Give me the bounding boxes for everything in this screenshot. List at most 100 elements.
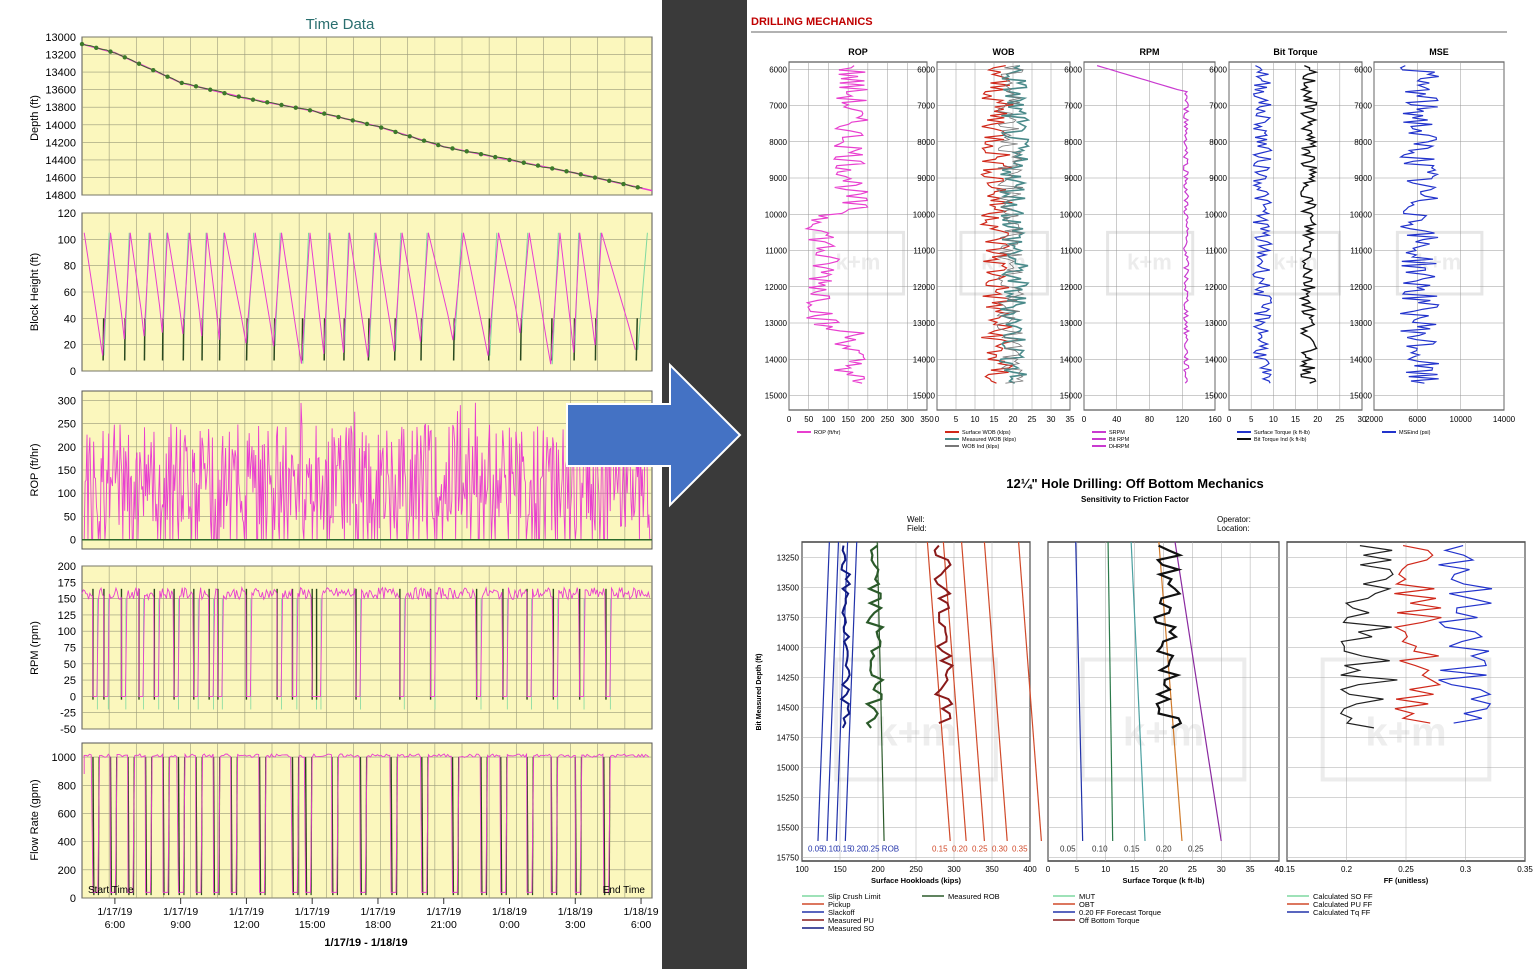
rpm-time-chart: RPM (rpm) -50 -25 0 25 50 75 100 125 150 175 200 [29, 561, 653, 736]
x-tick-label: 150 [833, 865, 847, 874]
flow-rate-chart: Flow Rate (gpm) 0 200 400 600 800 1000 Start … [29, 742, 653, 905]
drilling-mechanics-panel: DRILLING MECHANICS ROPk+m600070008000900… [747, 5, 1527, 465]
legend-label: Calculated PU FF [1313, 900, 1373, 909]
flow-dip-line [162, 757, 165, 896]
dm-series-line [1251, 65, 1274, 384]
depth-tick-label: 9000 [1064, 174, 1082, 183]
depth-marker [265, 100, 270, 105]
x-tick-date: 1/17/19 [360, 906, 395, 918]
legend-label: Bit Torque Ind (k ft-lb) [1254, 437, 1307, 443]
x-tick-label: 0 [1227, 415, 1232, 424]
ob-ff-annotation: 0.05 [1060, 844, 1076, 853]
ob-measured-line [1153, 544, 1184, 729]
x-tick-date: 1/17/19 [97, 906, 132, 918]
legend-label: Measured SO [828, 924, 874, 933]
depth-marker [236, 94, 241, 99]
flow-time-line [83, 752, 650, 893]
x-tick-label: 30 [1358, 415, 1367, 424]
legend-label: Surface Torque (k ft-lb) [1254, 430, 1310, 436]
depth-marker [535, 163, 541, 168]
x-tick-label: 5 [1075, 865, 1080, 874]
dm-series-line [1096, 65, 1191, 384]
x-tick-time: 21:00 [431, 919, 457, 931]
watermark-box [1251, 230, 1341, 296]
x-tick-label: 250 [881, 415, 895, 424]
flow-dip-line [144, 757, 148, 896]
y-tick-label: -25 [60, 708, 76, 720]
depth-marker [450, 146, 455, 151]
ob-ff-annotation: 0.15 [932, 844, 948, 853]
y-tick-label: 100 [58, 626, 76, 638]
x-tick-label: 350 [985, 865, 999, 874]
dm-series-line [804, 65, 869, 384]
flow-y-label: Flow Rate (gpm) [29, 779, 41, 860]
depth-tick-label: 9000 [917, 174, 935, 183]
x-tick-label: 120 [1176, 415, 1190, 424]
x-tick-time: 0:00 [499, 919, 520, 931]
depth-tick-label: 15000 [777, 763, 800, 772]
depth-marker [635, 185, 640, 190]
y-tick-label: 100 [58, 488, 76, 500]
dm-track-title: Bit Torque [1273, 47, 1317, 57]
depth-tick-label: 6000 [1354, 65, 1372, 74]
flow-dip-line [127, 757, 130, 896]
y-tick-label: 50 [64, 511, 76, 523]
x-tick-label: 0.35 [1517, 865, 1533, 874]
depth-tick-label: 9000 [1354, 174, 1372, 183]
depth-marker [208, 87, 213, 92]
y-tick-label: 0 [70, 691, 76, 703]
legend-label: Measured WOB (klps) [962, 437, 1016, 443]
ob-ff-annotation: 0.20 [1156, 844, 1172, 853]
ob-model-line [1018, 541, 1042, 842]
depth-marker [250, 97, 256, 102]
x-tick-label: 35 [1246, 865, 1255, 874]
legend-label: Pickup [828, 900, 851, 909]
block-height-line [83, 232, 636, 365]
depth-marker [279, 102, 284, 108]
dm-series-line [1398, 65, 1440, 384]
watermark-box [1395, 230, 1484, 296]
depth-tick-label: 7000 [1209, 102, 1227, 111]
x-tick-label: 10000 [1450, 415, 1473, 424]
x-tick-label: 0.15 [1279, 865, 1295, 874]
depth-bit-depth-line [81, 43, 643, 189]
off-bottom-subtitle: Sensitivity to Friction Factor [1081, 495, 1189, 504]
flow-dip-line [109, 757, 113, 896]
legend-label: OBT [1079, 900, 1095, 909]
y-tick-label: 1000 [52, 752, 76, 764]
x-tick-label: 2000 [1365, 415, 1383, 424]
depth-tick-label: 9000 [1209, 174, 1227, 183]
depth-tick-label: 8000 [917, 138, 935, 147]
depth-marker [507, 157, 512, 163]
y-tick-label: 150 [58, 594, 76, 606]
dm-series-line [979, 65, 1015, 384]
depth-tick-label: 7000 [769, 102, 787, 111]
dm-track-title: WOB [993, 47, 1015, 57]
depth-marker [293, 105, 298, 110]
rop-time-chart: ROP (ft/hr) 0 50 100 150 200 250 300 [29, 390, 653, 550]
flow-dip-line [331, 757, 334, 896]
depth-tick-label: 11000 [1060, 247, 1082, 256]
y-tick-label: 14800 [45, 190, 76, 202]
y-tick-label: 200 [58, 561, 76, 573]
flow-dip-line [230, 757, 233, 896]
ob-model-line [961, 541, 985, 842]
depth-marker [322, 111, 327, 116]
flow-dip-line [421, 757, 424, 896]
ob-ff-annotation: 0.20 [850, 844, 866, 853]
y-tick-label: 400 [58, 837, 76, 849]
x-tick-label: 160 [1208, 415, 1222, 424]
y-tick-label: 13800 [45, 102, 76, 114]
x-tick-time: 12:00 [233, 919, 259, 931]
well-label: Well: [907, 515, 925, 524]
x-tick-label: 0 [935, 415, 940, 424]
y-tick-label: 25 [64, 675, 76, 687]
depth-marker [179, 80, 184, 86]
flow-dip-line [451, 757, 455, 896]
y-tick-label: 300 [58, 395, 76, 407]
legend-label: WOB Ind (klps) [962, 444, 999, 450]
x-tick-label: 100 [822, 415, 836, 424]
depth-tick-label: 12000 [1350, 283, 1373, 292]
x-tick-label: 15 [990, 415, 999, 424]
depth-tick-label: 11000 [1205, 247, 1227, 256]
